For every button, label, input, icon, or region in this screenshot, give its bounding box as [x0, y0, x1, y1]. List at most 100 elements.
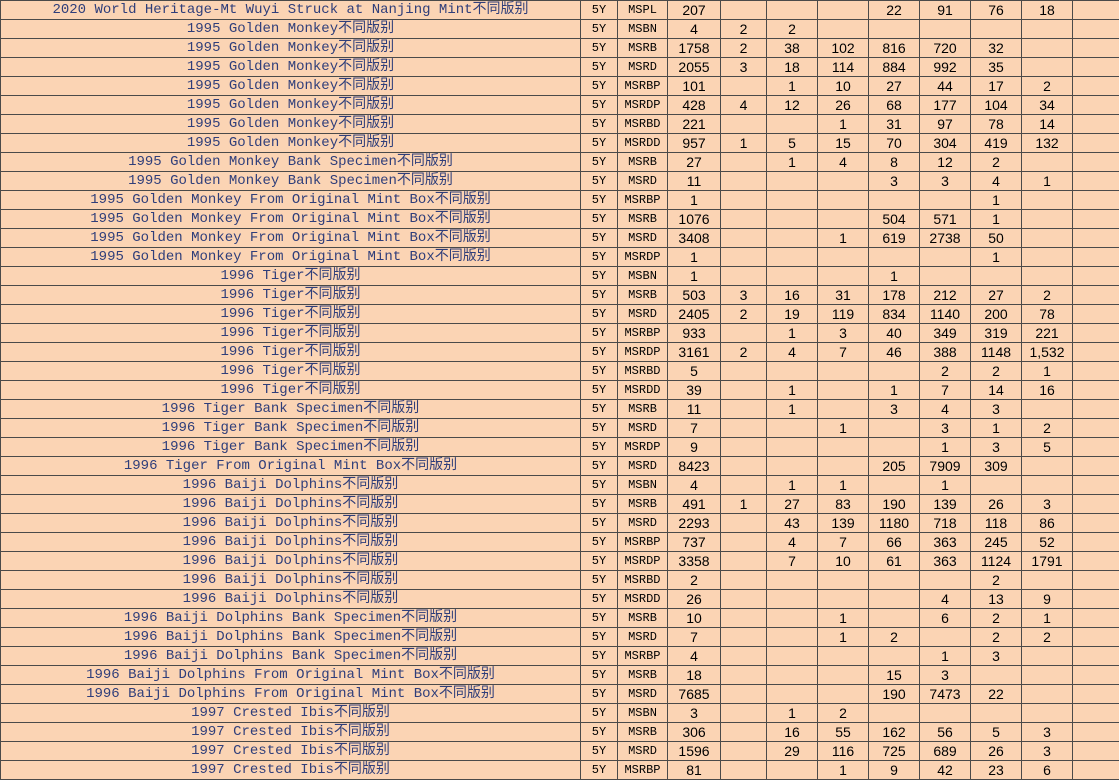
count-cell: 50 [970, 228, 1022, 248]
count-cell: 4 [970, 171, 1022, 191]
grade: 5Y [580, 627, 618, 647]
total-count: 1596 [667, 741, 721, 761]
count-cell: 2 [720, 304, 767, 324]
total-count: 11 [667, 171, 721, 191]
empty-cell [1072, 152, 1119, 172]
count-cell: 2 [970, 627, 1022, 647]
coin-name: 1995 Golden Monkey Bank Specimen不同版别 [0, 152, 581, 172]
total-count: 207 [667, 0, 721, 20]
empty-cell [817, 190, 869, 210]
empty-cell [817, 589, 869, 609]
coin-name: 1995 Golden Monkey From Original Mint Bo… [0, 247, 581, 267]
count-cell: 1 [919, 646, 971, 666]
count-cell: 7909 [919, 456, 971, 476]
count-cell: 66 [868, 532, 920, 552]
empty-cell [1072, 722, 1119, 742]
empty-cell [720, 722, 767, 742]
total-count: 81 [667, 760, 721, 780]
empty-cell [720, 513, 767, 533]
total-count: 221 [667, 114, 721, 134]
empty-cell [1021, 247, 1073, 267]
empty-cell [1021, 57, 1073, 77]
count-cell: 1 [766, 380, 818, 400]
count-cell: 3 [720, 285, 767, 305]
count-cell: 2 [817, 703, 869, 723]
coin-name: 1995 Golden Monkey不同版别 [0, 38, 581, 58]
empty-cell [1072, 133, 1119, 153]
count-cell: 816 [868, 38, 920, 58]
count-cell: 1 [817, 760, 869, 780]
grade: 5Y [580, 399, 618, 419]
variety: MSRD [617, 228, 668, 248]
empty-cell [1072, 456, 1119, 476]
count-cell: 7 [817, 532, 869, 552]
table-row: 1996 Baiji Dolphins不同版别 5Y MSRDP 3358 7 10 61 3… [0, 551, 1119, 571]
empty-cell [766, 760, 818, 780]
empty-cell [970, 665, 1022, 685]
empty-cell [720, 209, 767, 229]
grade: 5Y [580, 247, 618, 267]
count-cell: 83 [817, 494, 869, 514]
empty-cell [720, 380, 767, 400]
empty-cell [720, 247, 767, 267]
empty-cell [720, 361, 767, 381]
count-cell: 61 [868, 551, 920, 571]
count-cell: 14 [1021, 114, 1073, 134]
table-row: 1996 Tiger不同版别 5Y MSRBD 5 2 2 1 [0, 361, 1119, 381]
empty-cell [766, 665, 818, 685]
empty-cell [817, 456, 869, 476]
empty-cell [1021, 475, 1073, 495]
empty-cell [720, 171, 767, 191]
grade: 5Y [580, 703, 618, 723]
coin-name: 1995 Golden Monkey不同版别 [0, 76, 581, 96]
table-row: 1996 Baiji Dolphins Bank Specimen不同版别 5Y M… [0, 627, 1119, 647]
count-cell: 27 [970, 285, 1022, 305]
grade: 5Y [580, 0, 618, 20]
count-cell: 139 [817, 513, 869, 533]
variety: MSRB [617, 152, 668, 172]
count-cell: 4 [919, 589, 971, 609]
count-cell: 1 [868, 266, 920, 286]
count-cell: 2 [1021, 76, 1073, 96]
empty-cell [720, 703, 767, 723]
empty-cell [817, 19, 869, 39]
count-cell: 3 [720, 57, 767, 77]
variety: MSRDD [617, 589, 668, 609]
empty-cell [1072, 57, 1119, 77]
count-cell: 2 [720, 342, 767, 362]
coin-name: 1995 Golden Monkey不同版别 [0, 133, 581, 153]
count-cell: 40 [868, 323, 920, 343]
count-cell: 1 [817, 228, 869, 248]
count-cell: 205 [868, 456, 920, 476]
empty-cell [1072, 608, 1119, 628]
variety: MSRD [617, 304, 668, 324]
count-cell: 309 [970, 456, 1022, 476]
table-row: 1996 Tiger不同版别 5Y MSRDD 39 1 1 7 14 16 [0, 380, 1119, 400]
count-cell: 3 [970, 437, 1022, 457]
empty-cell [1072, 342, 1119, 362]
count-cell: 43 [766, 513, 818, 533]
grade: 5Y [580, 380, 618, 400]
empty-cell [1072, 171, 1119, 191]
count-cell: 6 [1021, 760, 1073, 780]
count-cell: 2 [1021, 285, 1073, 305]
count-cell: 200 [970, 304, 1022, 324]
count-cell: 834 [868, 304, 920, 324]
empty-cell [720, 532, 767, 552]
variety: MSRBD [617, 114, 668, 134]
empty-cell [817, 665, 869, 685]
empty-cell [817, 684, 869, 704]
count-cell: 178 [868, 285, 920, 305]
empty-cell [1072, 418, 1119, 438]
count-cell: 18 [766, 57, 818, 77]
grade: 5Y [580, 741, 618, 761]
count-cell: 46 [868, 342, 920, 362]
variety: MSRD [617, 171, 668, 191]
total-count: 737 [667, 532, 721, 552]
empty-cell [720, 665, 767, 685]
count-cell: 76 [970, 0, 1022, 20]
grade: 5Y [580, 475, 618, 495]
count-cell: 12 [919, 152, 971, 172]
count-cell: 1 [766, 323, 818, 343]
